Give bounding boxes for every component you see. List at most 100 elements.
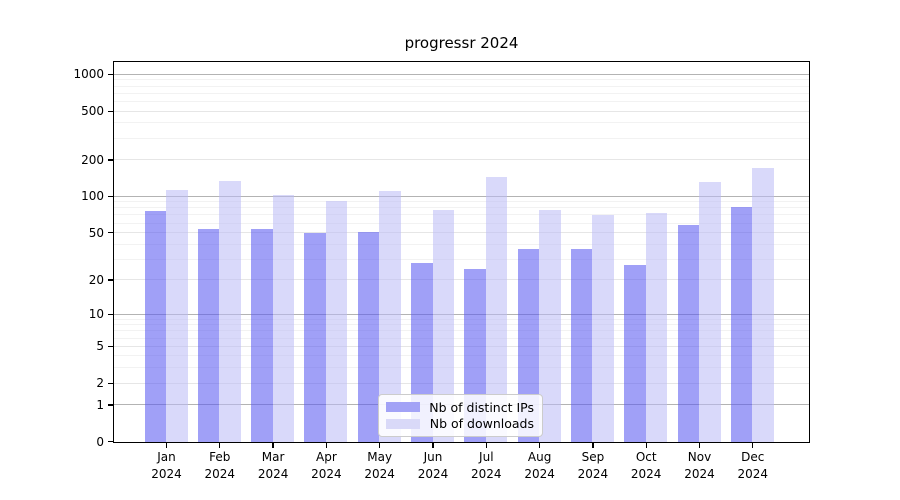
- legend: Nb of distinct IPs Nb of downloads: [378, 394, 543, 437]
- bar-downloads-jul: [485, 176, 508, 442]
- bar-distinct-ips-nov: [677, 225, 699, 442]
- bar-downloads-nov: [699, 181, 721, 442]
- gridline: [114, 345, 809, 347]
- y-tick: [108, 232, 113, 234]
- y-tick: [108, 313, 113, 315]
- gridline: [114, 195, 809, 197]
- gridline: [114, 258, 809, 260]
- y-tick: [108, 195, 113, 198]
- gridline: [114, 318, 809, 320]
- y-tick-label: 10: [88, 307, 104, 322]
- x-tick: [538, 443, 541, 448]
- gridline: [114, 85, 809, 87]
- gridline: [114, 367, 809, 369]
- legend-entry-distinct-ips: Nb of distinct IPs: [386, 399, 534, 415]
- gridline: [114, 279, 809, 281]
- y-tick-label: 50: [88, 225, 104, 240]
- x-tick: [645, 443, 647, 448]
- bar-distinct-ips-jan: [144, 211, 166, 442]
- gridline: [114, 73, 809, 75]
- legend-entry-downloads: Nb of downloads: [386, 416, 534, 432]
- x-tick-label: Jun 2024: [417, 450, 449, 481]
- x-tick: [219, 443, 221, 448]
- gridline: [114, 137, 809, 139]
- bar-downloads-may: [379, 190, 401, 442]
- gridline: [114, 355, 809, 357]
- legend-label-downloads: Nb of downloads: [429, 416, 534, 432]
- legend-swatch-downloads: [386, 418, 420, 429]
- y-tick: [108, 441, 113, 443]
- gridline: [114, 110, 809, 112]
- gridline: [114, 159, 809, 161]
- x-tick: [272, 443, 274, 448]
- legend-swatch-distinct-ips: [386, 402, 420, 413]
- gridline: [114, 214, 809, 216]
- x-tick-label: May 2024: [364, 450, 395, 481]
- gridline: [114, 201, 809, 203]
- x-tick-label: Oct 2024: [630, 450, 662, 481]
- x-tick-label: Jan 2024: [151, 450, 182, 481]
- x-tick-label: Mar 2024: [257, 450, 289, 481]
- gridline: [114, 207, 809, 209]
- bar-distinct-ips-may: [357, 232, 380, 442]
- y-tick-label: 500: [81, 104, 104, 119]
- gridline: [114, 382, 809, 384]
- bar-downloads-aug: [539, 210, 561, 442]
- x-tick: [485, 443, 487, 448]
- gridline: [114, 222, 809, 224]
- bar-distinct-ips-oct: [624, 264, 646, 442]
- bar-downloads-mar: [272, 195, 295, 442]
- y-tick-label: 20: [88, 272, 104, 287]
- y-tick-label: 100: [81, 189, 104, 204]
- gridline: [114, 313, 809, 315]
- bar-distinct-ips-feb: [197, 229, 220, 442]
- y-tick: [108, 159, 113, 161]
- bar-distinct-ips-apr: [304, 233, 326, 442]
- x-tick: [592, 443, 594, 448]
- gridline: [114, 330, 809, 332]
- x-tick: [698, 443, 701, 448]
- gridline: [114, 337, 809, 339]
- x-tick-label: Feb 2024: [204, 450, 236, 481]
- bar-distinct-ips-sep: [570, 248, 593, 442]
- x-tick: [752, 443, 754, 448]
- bar-downloads-oct: [645, 212, 668, 442]
- chart-title: progressr 2024: [404, 34, 519, 52]
- bar-distinct-ips-dec: [730, 207, 753, 442]
- x-tick: [325, 443, 328, 448]
- y-tick: [108, 73, 113, 76]
- y-tick-label: 5: [96, 339, 104, 354]
- x-tick-label: Nov 2024: [684, 450, 715, 481]
- gridline: [114, 79, 809, 81]
- gridline: [114, 232, 809, 234]
- x-tick-label: Sep 2024: [577, 450, 609, 481]
- bar-distinct-ips-mar: [251, 229, 273, 442]
- bar-downloads-jan: [166, 190, 188, 442]
- gridline: [114, 243, 809, 245]
- y-tick: [108, 345, 113, 348]
- x-tick: [379, 443, 381, 448]
- y-tick-label: 0: [96, 434, 104, 449]
- bar-downloads-dec: [752, 168, 774, 442]
- bar-distinct-ips-aug: [517, 248, 540, 442]
- plot-area: [113, 61, 810, 443]
- bar-downloads-apr: [325, 201, 348, 442]
- x-tick: [432, 443, 434, 448]
- x-tick-label: Jul 2024: [471, 450, 502, 481]
- y-tick-label: 200: [81, 152, 104, 167]
- y-tick: [108, 110, 113, 113]
- gridline: [114, 324, 809, 326]
- y-tick-label: 1: [96, 397, 104, 412]
- y-tick-label: 1000: [73, 67, 104, 82]
- y-tick: [108, 279, 113, 281]
- x-tick-label: Dec 2024: [737, 450, 769, 481]
- gridline: [114, 100, 809, 102]
- bar-downloads-sep: [592, 214, 614, 442]
- gridline: [114, 92, 809, 94]
- y-tick: [108, 404, 113, 406]
- legend-label-distinct-ips: Nb of distinct IPs: [429, 399, 534, 415]
- x-tick-label: Aug 2024: [524, 450, 555, 481]
- x-tick-label: Apr 2024: [311, 450, 342, 481]
- gridline: [114, 122, 809, 124]
